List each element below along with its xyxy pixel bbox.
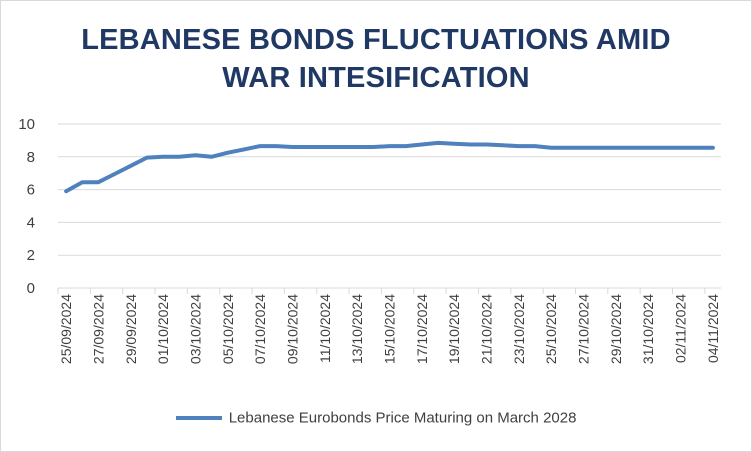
x-tick-label-29/09/2024: 29/09/2024 [123,294,139,364]
x-tick-label-21/10/2024: 21/10/2024 [479,294,495,364]
x-tick-label-01/10/2024: 01/10/2024 [155,294,171,364]
x-tick-label-27/09/2024: 27/09/2024 [90,294,106,364]
chart-title-line-2: WAR INTESIFICATION [222,62,530,94]
x-tick-label-31/10/2024: 31/10/2024 [640,294,656,364]
x-tick-label-03/10/2024: 03/10/2024 [187,294,203,364]
x-tick-label-23/10/2024: 23/10/2024 [511,294,527,364]
x-tick-label-27/10/2024: 27/10/2024 [576,294,592,364]
x-tick-label-04/11/2024: 04/11/2024 [705,294,721,363]
x-tick-label-07/10/2024: 07/10/2024 [252,294,268,364]
x-tick-label-02/11/2024: 02/11/2024 [673,294,689,363]
x-tick-label-15/10/2024: 15/10/2024 [382,294,398,364]
x-tick-label-29/10/2024: 29/10/2024 [608,294,624,364]
y-tick-label-4: 4 [27,214,35,231]
legend: Lebanese Eurobonds Price Maturing on Mar… [1,409,751,427]
y-tick-label-8: 8 [27,149,35,166]
legend-swatch [175,416,222,421]
chart-title: LEBANESE BONDS FLUCTUATIONS AMID WAR INT… [1,21,751,97]
x-tick-label-17/10/2024: 17/10/2024 [414,294,430,364]
x-tick-label-05/10/2024: 05/10/2024 [220,294,236,364]
x-tick-label-19/10/2024: 19/10/2024 [446,294,462,364]
y-tick-label-0: 0 [27,280,35,297]
chart-title-line-1: LEBANESE BONDS FLUCTUATIONS AMID [81,24,671,56]
x-tick-label-25/10/2024: 25/10/2024 [543,294,559,364]
y-tick-label-10: 10 [18,116,35,133]
legend-label: Lebanese Eurobonds Price Maturing on Mar… [228,409,577,427]
x-tick-label-09/10/2024: 09/10/2024 [284,294,300,364]
x-tick-label-11/10/2024: 11/10/2024 [317,294,333,363]
plot-area: 0 2 4 6 8 10 25/09/2024 27/09/2024 29/09/2024 01/… [18,116,721,364]
series-line-0 [64,140,715,194]
y-tick-label-6: 6 [27,182,35,199]
x-tick-label-25/09/2024: 25/09/2024 [58,294,74,364]
y-tick-label-2: 2 [27,247,35,264]
x-tick-label-13/10/2024: 13/10/2024 [349,294,365,364]
